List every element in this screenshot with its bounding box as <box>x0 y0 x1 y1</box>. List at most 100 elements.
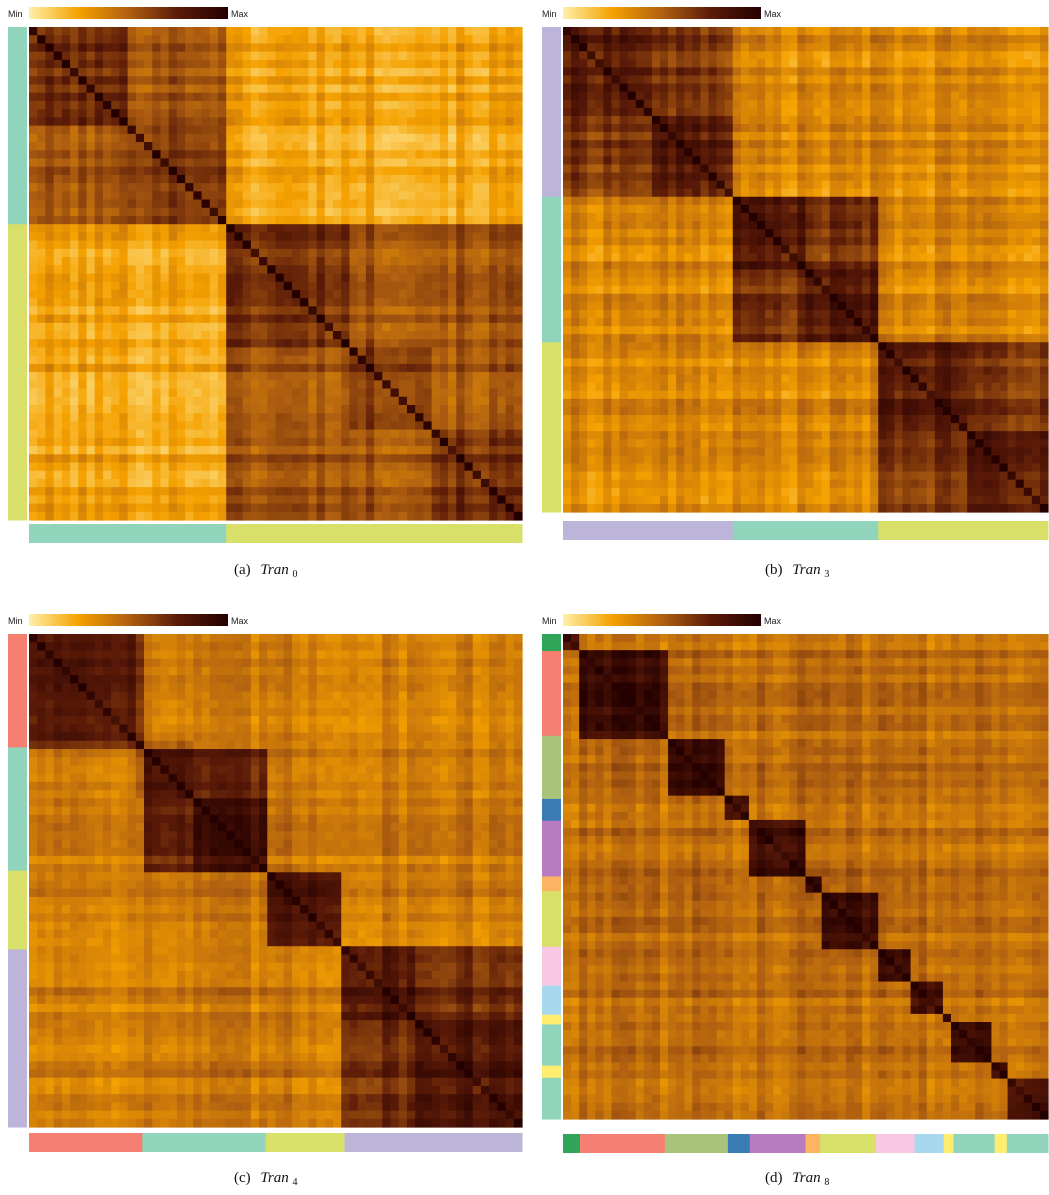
heatmap-cell <box>757 116 766 125</box>
heatmap-cell <box>473 249 482 258</box>
heatmap-cell <box>391 495 400 504</box>
heatmap-cell <box>349 421 358 430</box>
heatmap-cell <box>676 67 685 76</box>
heatmap-cell <box>603 181 612 190</box>
heatmap-cell <box>684 173 693 182</box>
heatmap-cell <box>29 93 38 102</box>
heatmap-cell <box>259 446 268 455</box>
heatmap-cell <box>862 156 871 165</box>
heatmap-cell <box>374 52 383 61</box>
heatmap-cell <box>177 495 186 504</box>
heatmap-cell <box>160 315 169 324</box>
heatmap-cell <box>317 290 326 299</box>
heatmap-cell <box>603 51 612 60</box>
heatmap-cell <box>300 85 309 94</box>
heatmap-cell <box>870 205 879 214</box>
heatmap-cell <box>440 142 449 151</box>
heatmap-cell <box>333 298 342 307</box>
heatmap-cell <box>185 479 194 488</box>
heatmap-cell <box>308 224 317 233</box>
heatmap-cell <box>144 232 153 241</box>
heatmap-cell <box>259 504 268 513</box>
heatmap-cell <box>136 27 145 36</box>
heatmap-cell <box>234 167 243 176</box>
heatmap-cell <box>54 504 63 513</box>
heatmap-cell <box>78 430 87 439</box>
heatmap-cell <box>765 156 774 165</box>
heatmap-cell <box>193 438 202 447</box>
heatmap-cell <box>886 116 895 125</box>
heatmap-cell <box>644 108 653 117</box>
heatmap-cell <box>407 380 416 389</box>
heatmap-cell <box>481 389 490 398</box>
heatmap-cell <box>481 331 490 340</box>
heatmap-cell <box>757 108 766 117</box>
heatmap-cell <box>612 35 621 44</box>
heatmap-cell <box>62 430 71 439</box>
heatmap-cell <box>382 438 391 447</box>
heatmap-cell <box>1000 116 1009 125</box>
cluster-label-segment <box>8 27 27 225</box>
heatmap-cell <box>111 430 120 439</box>
heatmap-cell <box>54 265 63 274</box>
heatmap-cell <box>70 298 79 307</box>
heatmap-cell <box>464 101 473 110</box>
heatmap-cell <box>284 364 293 373</box>
heatmap-cell <box>366 158 375 167</box>
heatmap-cell <box>612 108 621 117</box>
heatmap-cell <box>226 249 235 258</box>
heatmap-cell <box>349 290 358 299</box>
heatmap-cell <box>456 290 465 299</box>
heatmap-cell <box>95 290 104 299</box>
heatmap-cell <box>358 315 367 324</box>
heatmap-cell <box>267 430 276 439</box>
heatmap-cell <box>620 205 629 214</box>
heatmap-cell <box>781 197 790 206</box>
heatmap-cell <box>636 84 645 93</box>
heatmap-cell <box>160 142 169 151</box>
heatmap-cell <box>87 462 96 471</box>
heatmap-cell <box>959 205 968 214</box>
heatmap-cell <box>234 85 243 94</box>
heatmap-cell <box>878 181 887 190</box>
heatmap-cell <box>341 364 350 373</box>
heatmap-cell <box>341 405 350 414</box>
heatmap-cell <box>317 150 326 159</box>
heatmap-cell <box>292 298 301 307</box>
heatmap-cell <box>927 116 936 125</box>
heatmap-cell <box>119 43 128 52</box>
heatmap-cell <box>700 76 709 85</box>
heatmap-cell <box>660 164 669 173</box>
heatmap-cell <box>300 257 309 266</box>
heatmap-cell <box>692 35 701 44</box>
heatmap-cell <box>927 51 936 60</box>
heatmap-cell <box>317 364 326 373</box>
heatmap-cell <box>1016 132 1025 141</box>
heatmap-cell <box>644 43 653 52</box>
heatmap-cell <box>193 364 202 373</box>
heatmap-cell <box>391 282 400 291</box>
heatmap-cell <box>489 43 498 52</box>
heatmap-cell <box>259 356 268 365</box>
heatmap-cell <box>87 200 96 209</box>
heatmap-cell <box>185 347 194 356</box>
heatmap-cell <box>911 59 920 68</box>
heatmap-cell <box>152 158 161 167</box>
heatmap-cell <box>243 282 252 291</box>
heatmap-cell <box>709 116 718 125</box>
heatmap-cell <box>448 27 457 36</box>
heatmap-cell <box>886 189 895 198</box>
heatmap-cell <box>136 347 145 356</box>
heatmap-cell <box>959 181 968 190</box>
heatmap-cell <box>308 43 317 52</box>
heatmap-cell <box>37 93 46 102</box>
heatmap-cell <box>407 76 416 85</box>
heatmap-cell <box>300 446 309 455</box>
heatmap-cell <box>251 43 260 52</box>
heatmap-cell <box>983 116 992 125</box>
heatmap-cell <box>267 117 276 126</box>
heatmap-cell <box>497 93 506 102</box>
heatmap-cell <box>391 175 400 184</box>
heatmap-cell <box>741 92 750 101</box>
heatmap-cell <box>169 315 178 324</box>
